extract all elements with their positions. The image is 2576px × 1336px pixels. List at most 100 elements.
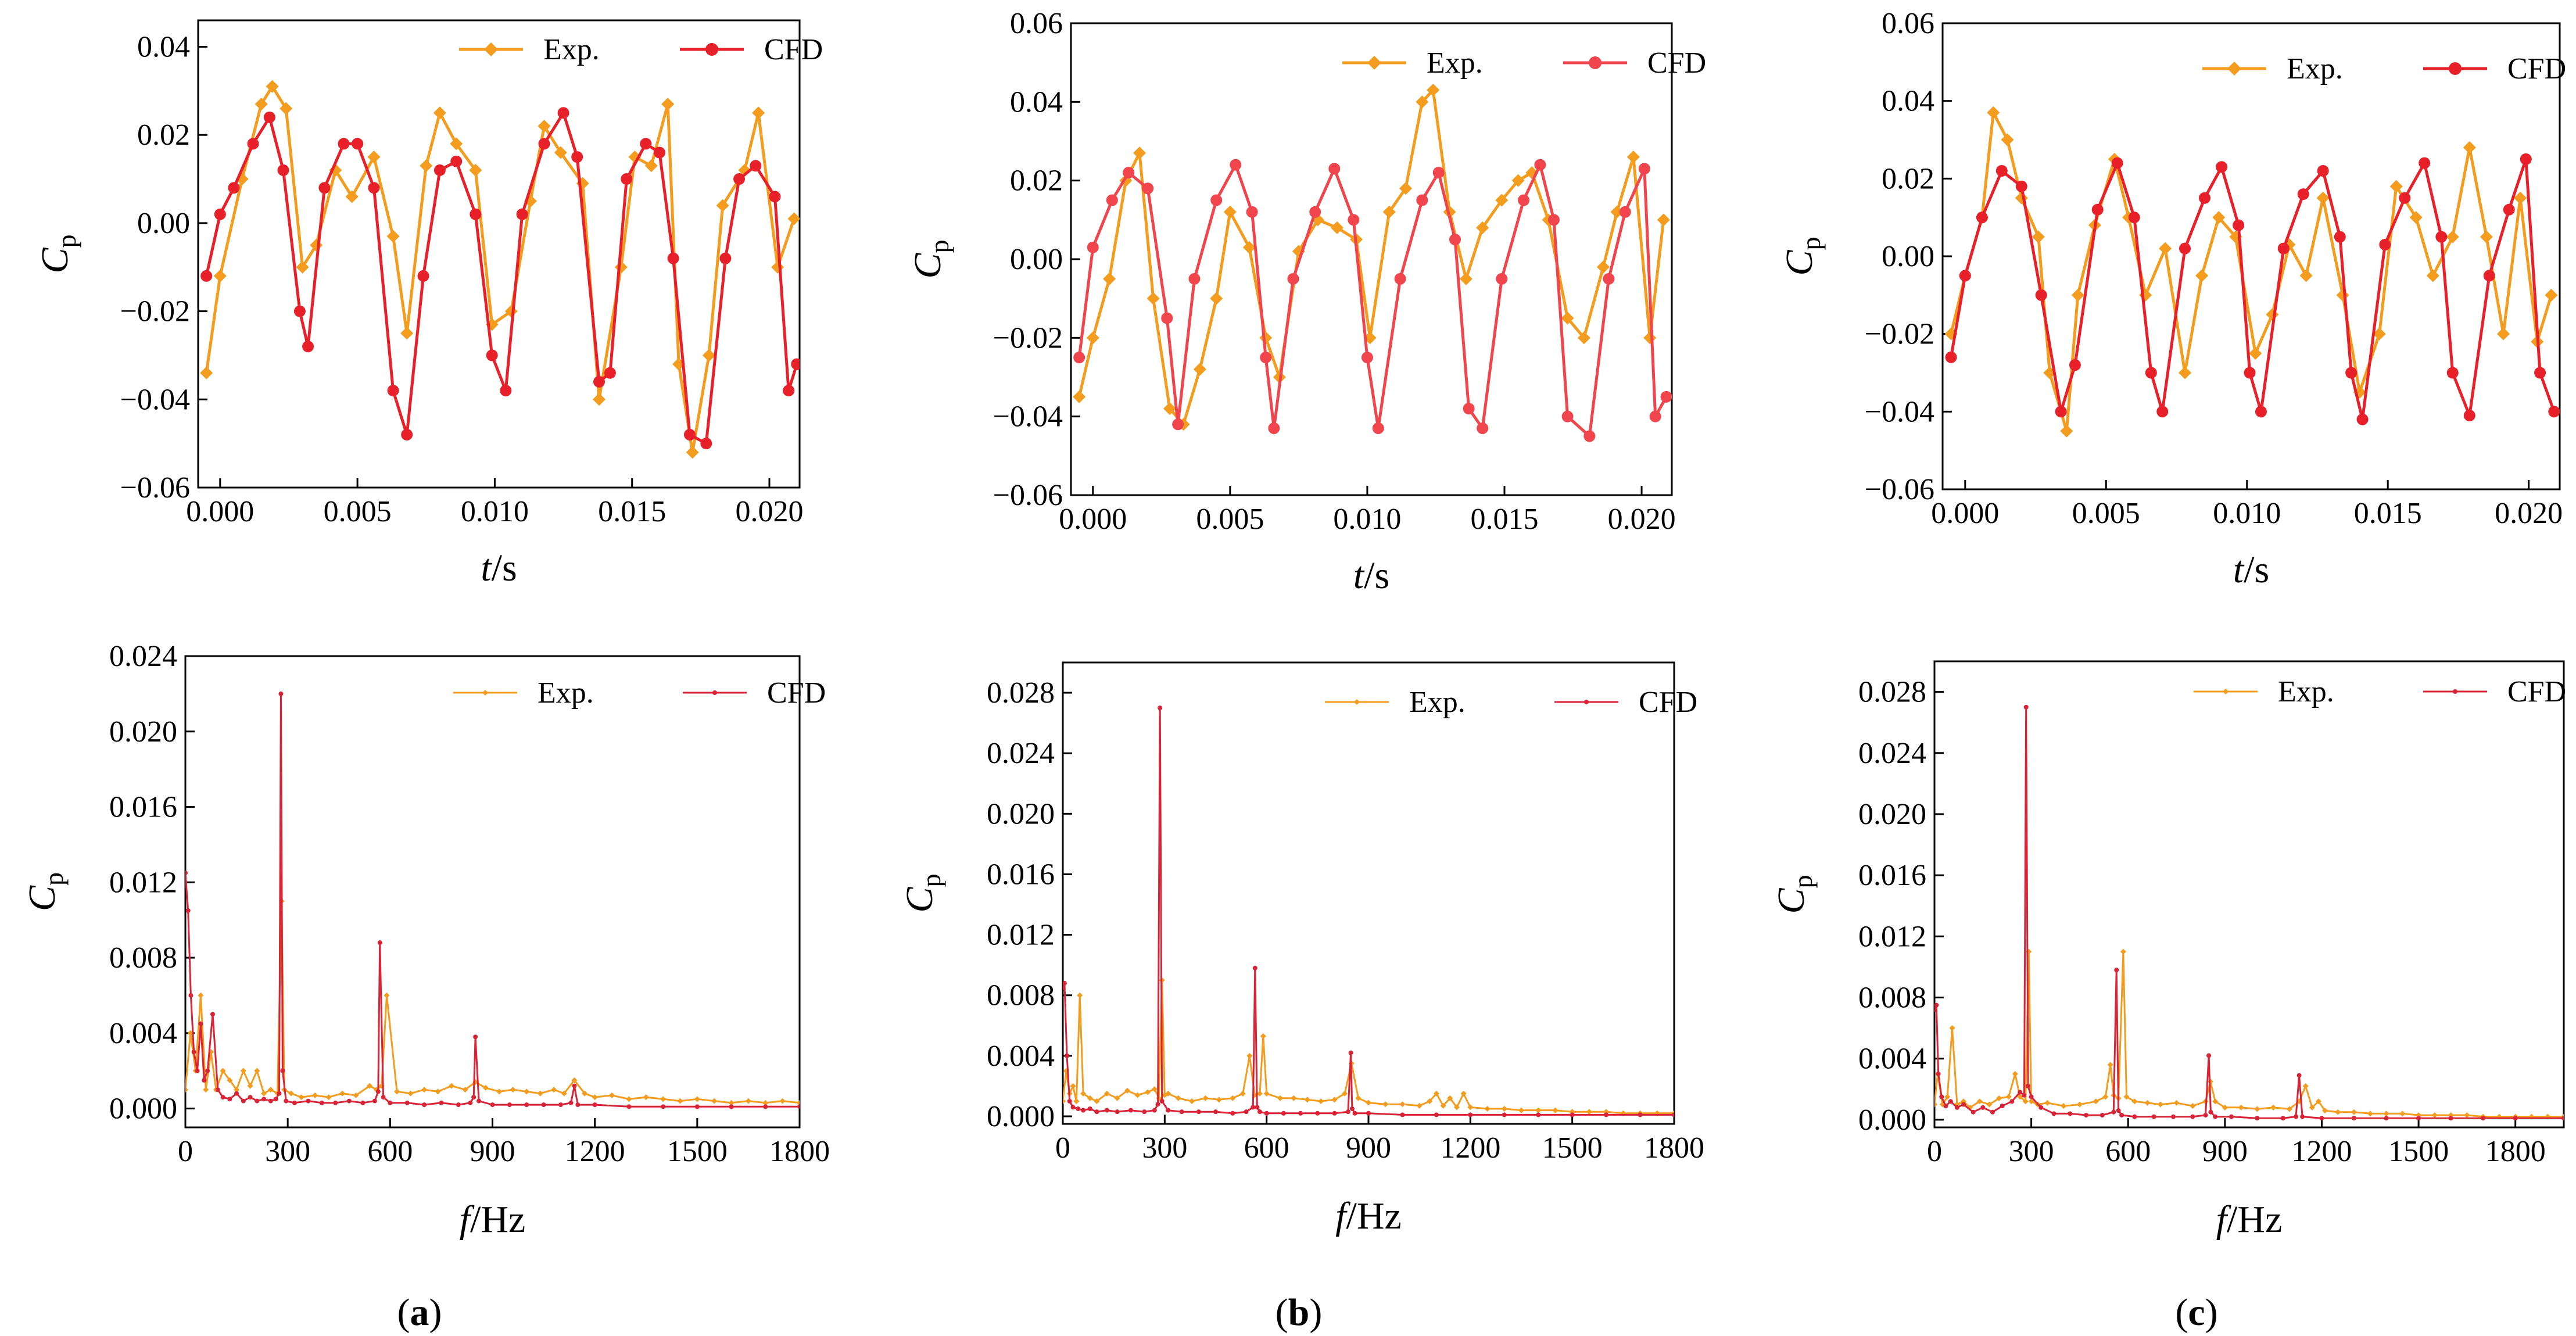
exp-data-point [1318,1098,1324,1104]
cfd-data-point [468,1100,473,1105]
cfd-data-point [1934,1002,1939,1008]
exp-data-point [2497,327,2510,341]
cfd-data-point [486,349,498,361]
exp-legend-marker [484,42,498,56]
cfd-data-point [1161,312,1173,324]
cfd-data-point [2206,1053,2212,1058]
cfd-data-point [568,1100,574,1105]
exp-legend-marker [2227,62,2241,76]
exp-data-point [551,1087,557,1093]
cfd-data-point [360,1100,366,1105]
y-tick-label: 0.028 [987,676,1055,710]
cfd-data-point [2352,1116,2356,1121]
exp-data-point [1552,1107,1559,1113]
exp-data-point [1242,241,1256,254]
cfd-data-point [346,1098,352,1104]
exp-data-point [1210,292,1223,305]
cfd-data-point [185,908,191,913]
cfd-data-point [1619,206,1631,218]
exp-data-point [2044,1099,2051,1106]
cfd-data-point [661,1104,666,1109]
exp-data-point [325,1094,332,1101]
cfd-data-point [372,1098,377,1104]
y-tick-label: 0.02 [1010,164,1063,198]
cfd-series-line [1063,707,1674,1116]
exp-data-point [614,260,628,274]
exp-data-point [234,1087,240,1093]
cfd-legend-marker [2453,689,2457,694]
exp-data-point [433,106,446,120]
exp-data-point [1124,1087,1131,1094]
panel-caption-b: (b) [1276,1291,1323,1334]
cfd-data-point [2190,1114,2195,1119]
exp-data-point [2336,288,2349,302]
cfd-data-point [2561,1116,2564,1121]
x-tick-label: 1800 [769,1135,830,1168]
exp-data-point [1987,106,2000,119]
exp-data-point [1114,1095,1120,1101]
exp-data-point [1610,205,1624,219]
cfd-data-point [439,1100,444,1105]
cfd-data-point [185,871,188,876]
exp-data-point [524,1088,530,1095]
cfd-data-point [2213,1114,2218,1119]
x-tick-label: 0.015 [2354,497,2422,530]
cfd-data-point [2170,1114,2176,1119]
exp-data-point [2179,366,2192,379]
cfd-data-point [2069,359,2081,371]
cfd-data-point [1152,1108,1157,1113]
exp-legend-label: Exp. [1409,686,1466,719]
exp-series-line [1077,88,1665,426]
cfd-data-point [2244,367,2256,379]
exp-data-point [1467,1104,1474,1111]
exp-data-point [2131,1098,2138,1105]
exp-data-point [1145,1089,1151,1095]
cfd-data-point [1251,1105,1256,1110]
x-tick-label: 300 [265,1135,310,1168]
exp-data-point [703,349,716,362]
cfd-data-point [1649,410,1661,422]
x-tick-label: 0.010 [1333,503,1401,536]
plot-area [185,691,800,1109]
cfd-data-point [228,182,240,194]
cfd-data-point [404,1100,410,1105]
y-tick-label: 0.004 [109,1017,177,1050]
exp-data-point [469,163,482,177]
exp-data-point [787,212,800,225]
exp-data-point [2028,1098,2034,1105]
cfd-data-point [1534,159,1546,171]
cfd-data-point [1230,1111,1235,1116]
cfd-data-point [1570,1112,1575,1117]
cfd-data-point [1298,1111,1303,1116]
cfd-data-point [1348,1050,1353,1055]
cfd-data-point [202,1077,207,1083]
exp-data-point [1230,1095,1236,1101]
cfd-data-point [255,1098,260,1104]
cfd-data-point [375,1089,381,1094]
exp-data-point [1382,1101,1389,1108]
chart-panel-a-frequency: 0 300 600 900 1200 1500 1800 0.000 0.004 0.008 0.0… [21,640,830,1241]
cfd-data-point [1065,1053,1070,1058]
exp-data-point [2383,1111,2389,1117]
exp-data-point [1495,194,1509,207]
y-tick-label: 0.008 [987,979,1055,1012]
cfd-data-point [2026,1084,2031,1089]
exp-data-point [1944,1094,1951,1100]
y-tick-label: 0.02 [137,119,190,152]
exp-data-point [1291,1095,1297,1101]
cfd-data-point [653,146,665,159]
exp-legend-label: Exp. [543,33,600,66]
exp-data-point [227,1077,233,1083]
x-axis-label: t/s [1353,554,1389,597]
cfd-data-point [2446,367,2459,379]
cfd-data-point [1961,1102,1966,1107]
cfd-data-point [1142,1109,1147,1115]
y-tick-label: −0.04 [120,383,190,416]
y-tick-label: −0.06 [1865,473,1934,506]
exp-legend-marker [1354,699,1360,705]
y-axis-label: Cp [21,872,69,911]
exp-data-point [2017,1094,2023,1100]
cfd-series-line [185,693,800,1108]
y-tick-label: 0.012 [1858,920,1926,953]
cfd-data-point [575,1102,581,1108]
